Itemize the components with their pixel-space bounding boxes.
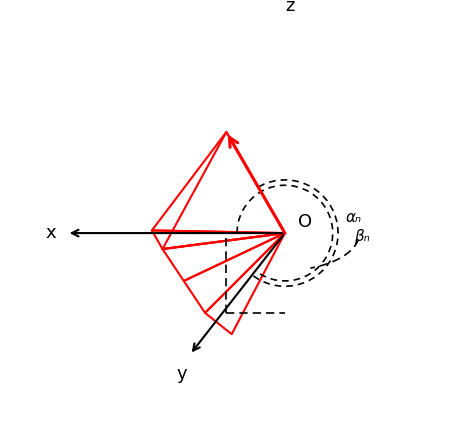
Text: y: y xyxy=(176,365,187,383)
Text: O: O xyxy=(298,213,312,231)
Text: x: x xyxy=(46,224,56,242)
Text: βₙ: βₙ xyxy=(354,229,370,245)
Text: αₙ: αₙ xyxy=(346,210,362,225)
Text: z: z xyxy=(285,0,295,15)
